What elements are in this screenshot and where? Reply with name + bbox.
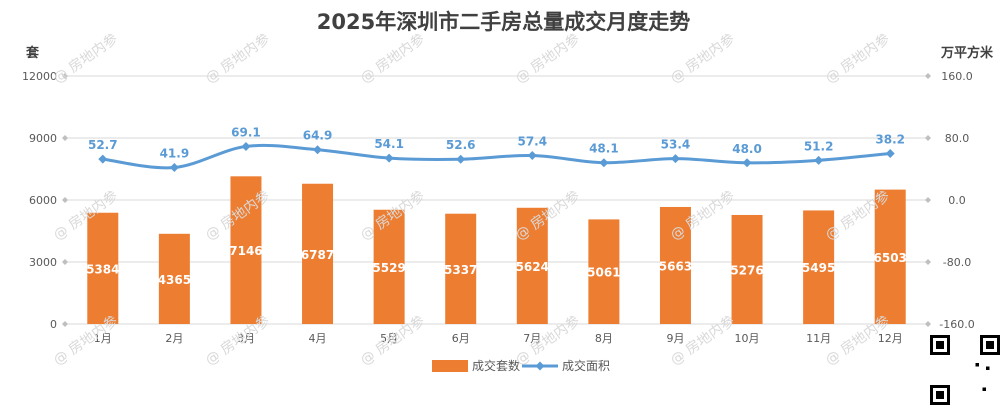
legend-marker-line xyxy=(535,361,545,371)
line-value-label: 53.4 xyxy=(661,138,691,152)
bar-value-label: 4365 xyxy=(158,273,191,287)
line-point xyxy=(814,155,824,165)
x-tick-label: 10月 xyxy=(735,332,760,345)
left-tick-marker xyxy=(62,321,68,327)
line-point xyxy=(527,151,537,161)
line-value-label: 57.4 xyxy=(517,135,547,149)
legend-label-line: 成交面积 xyxy=(562,358,610,373)
bar-2月 xyxy=(158,233,190,324)
bar-value-label: 5337 xyxy=(444,263,477,277)
series-line-area xyxy=(102,143,891,170)
x-tick-label: 11月 xyxy=(806,332,831,345)
line-point xyxy=(742,158,752,168)
right-tick-label: -160.0 xyxy=(939,318,974,331)
x-tick-label: 4月 xyxy=(309,332,327,345)
bar-5月 xyxy=(373,209,405,324)
bar-value-label: 7146 xyxy=(229,244,262,258)
line-value-label: 48.1 xyxy=(589,142,619,156)
line-value-label: 69.1 xyxy=(231,125,261,139)
bar-10月 xyxy=(731,214,763,324)
right-axis-unit: 万平方米 xyxy=(941,46,994,61)
left-tick-label: 9000 xyxy=(29,132,57,145)
line-point xyxy=(670,154,680,164)
line-point xyxy=(885,149,895,158)
bar-3月 xyxy=(230,176,262,324)
bar-value-label: 5624 xyxy=(516,260,549,274)
line-point xyxy=(599,158,609,168)
bar-value-label: 5663 xyxy=(659,259,692,273)
x-tick-label: 6月 xyxy=(452,332,470,345)
bar-value-label: 5529 xyxy=(372,261,405,275)
bar-9月 xyxy=(659,206,691,324)
bar-value-label: 5384 xyxy=(86,262,119,276)
line-point xyxy=(241,141,251,151)
bar-4月 xyxy=(302,183,334,324)
left-tick-marker xyxy=(62,197,68,203)
chart-title: 2025年深圳市二手房总量成交月度走势 xyxy=(316,10,691,34)
bar-6月 xyxy=(445,213,477,324)
right-tick-label: -80.0 xyxy=(943,256,971,269)
line-value-label: 52.7 xyxy=(88,138,118,152)
left-tick-label: 0 xyxy=(50,318,57,331)
x-tick-label: 5月 xyxy=(380,332,398,345)
line-point xyxy=(98,154,108,164)
bar-value-label: 5061 xyxy=(587,266,620,280)
x-tick-label: 2月 xyxy=(165,332,183,345)
right-tick-marker xyxy=(925,321,931,327)
legend-swatch-bars xyxy=(432,360,468,372)
line-value-label: 51.2 xyxy=(804,139,834,153)
line-point xyxy=(384,153,394,163)
line-point xyxy=(169,163,179,173)
x-tick-label: 3月 xyxy=(237,332,255,345)
left-tick-label: 3000 xyxy=(29,256,57,269)
x-tick-label: 7月 xyxy=(523,332,541,345)
left-tick-label: 12000 xyxy=(22,70,57,83)
right-tick-marker xyxy=(925,259,931,265)
left-tick-marker xyxy=(62,259,68,265)
line-point xyxy=(313,145,323,155)
line-point xyxy=(456,154,466,164)
left-tick-marker xyxy=(62,73,68,79)
left-tick-label: 6000 xyxy=(29,194,57,207)
x-tick-label: 9月 xyxy=(666,332,684,345)
right-tick-marker xyxy=(925,73,931,79)
bar-value-label: 6787 xyxy=(301,248,334,262)
bar-value-label: 6503 xyxy=(874,251,907,265)
line-value-label: 38.2 xyxy=(875,133,905,147)
right-tick-label: 0.0 xyxy=(948,194,966,207)
right-tick-marker xyxy=(925,135,931,141)
bar-12月 xyxy=(874,189,906,324)
line-value-label: 41.9 xyxy=(160,147,190,161)
legend-label-bars: 成交套数 xyxy=(472,358,520,373)
line-value-label: 54.1 xyxy=(374,137,404,151)
line-value-label: 64.9 xyxy=(303,129,333,143)
right-tick-marker xyxy=(925,197,931,203)
x-tick-label: 1月 xyxy=(94,332,112,345)
bar-value-label: 5276 xyxy=(730,263,763,277)
bar-value-label: 5495 xyxy=(802,261,835,275)
qr-code xyxy=(930,335,1000,405)
x-tick-label: 12月 xyxy=(878,332,903,345)
line-value-label: 48.0 xyxy=(732,142,762,156)
left-tick-marker xyxy=(62,135,68,141)
bar-7月 xyxy=(516,207,548,324)
bar-11月 xyxy=(803,210,835,324)
x-tick-label: 8月 xyxy=(595,332,613,345)
right-tick-label: 160.0 xyxy=(941,70,973,83)
bar-8月 xyxy=(588,219,620,324)
bar-1月 xyxy=(87,212,119,324)
left-axis-unit: 套 xyxy=(26,46,40,61)
right-tick-label: 80.0 xyxy=(945,132,970,145)
line-value-label: 52.6 xyxy=(446,138,476,152)
